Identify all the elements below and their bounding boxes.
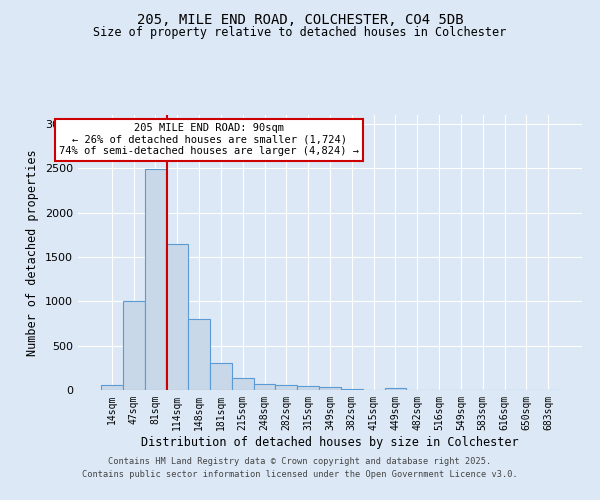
Bar [385, 388, 406, 390]
Bar [101, 385, 123, 390]
X-axis label: Distribution of detached houses by size in Colchester: Distribution of detached houses by size … [141, 436, 519, 448]
Text: Contains HM Land Registry data © Crown copyright and database right 2025.: Contains HM Land Registry data © Crown c… [109, 458, 491, 466]
Bar [188, 319, 210, 390]
Bar [166, 244, 188, 390]
Bar [297, 386, 319, 390]
Bar [123, 301, 145, 390]
Text: Size of property relative to detached houses in Colchester: Size of property relative to detached ho… [94, 26, 506, 39]
Bar [210, 364, 232, 390]
Bar [254, 384, 275, 390]
Text: Contains public sector information licensed under the Open Government Licence v3: Contains public sector information licen… [82, 470, 518, 479]
Text: 205 MILE END ROAD: 90sqm
← 26% of detached houses are smaller (1,724)
74% of sem: 205 MILE END ROAD: 90sqm ← 26% of detach… [59, 123, 359, 156]
Y-axis label: Number of detached properties: Number of detached properties [26, 149, 40, 356]
Bar [341, 388, 363, 390]
Text: 205, MILE END ROAD, COLCHESTER, CO4 5DB: 205, MILE END ROAD, COLCHESTER, CO4 5DB [137, 12, 463, 26]
Bar [275, 385, 297, 390]
Bar [232, 378, 254, 390]
Bar [145, 169, 166, 390]
Bar [319, 388, 341, 390]
